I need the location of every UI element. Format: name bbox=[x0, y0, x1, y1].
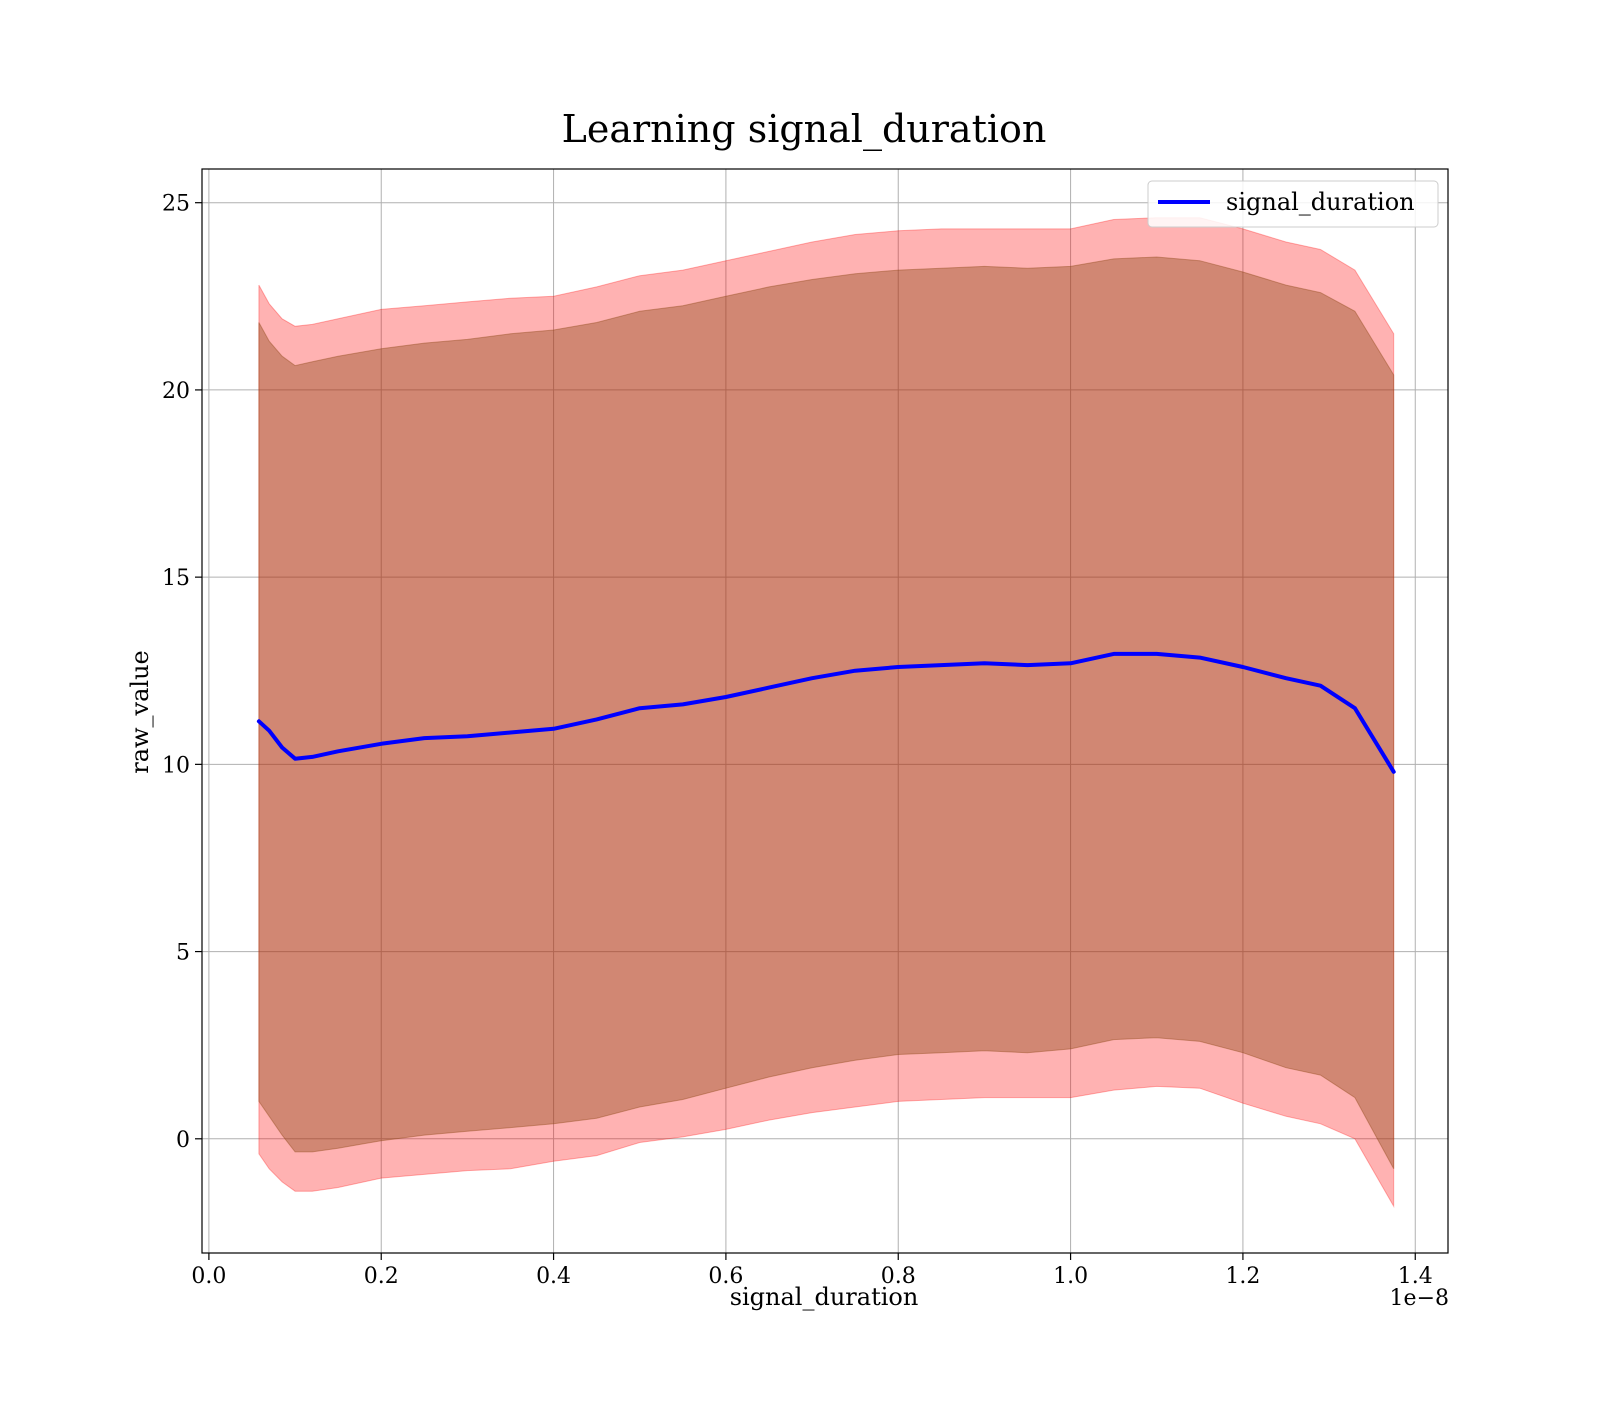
legend-box bbox=[1147, 180, 1439, 228]
legend: signal_duration bbox=[1147, 180, 1439, 228]
x-tick-label: 1.2 bbox=[1225, 1264, 1260, 1289]
x-tick-label: 1.4 bbox=[1398, 1264, 1433, 1289]
plot-frame bbox=[201, 168, 1449, 1254]
y-tick-label: 20 bbox=[162, 379, 190, 404]
x-axis-offset-label: 1e−8 bbox=[1390, 1286, 1449, 1311]
x-tick-label: 0.6 bbox=[708, 1264, 743, 1289]
legend-entry-signal-duration: signal_duration bbox=[1226, 188, 1415, 216]
y-tick-label: 10 bbox=[162, 753, 190, 778]
y-axis-label: raw_value bbox=[126, 650, 154, 774]
x-tick-label: 0.2 bbox=[364, 1264, 399, 1289]
y-tick-label: 25 bbox=[162, 192, 190, 217]
confidence-bands bbox=[258, 217, 1395, 1209]
y-tick-label: 15 bbox=[162, 566, 190, 591]
band-outer bbox=[258, 217, 1395, 1209]
x-tick-label: 0.8 bbox=[881, 1264, 916, 1289]
y-axis-ticks: 0 5 10 15 20 25 bbox=[162, 192, 202, 1153]
y-tick-label: 5 bbox=[176, 941, 190, 966]
band-inner bbox=[258, 256, 1395, 1170]
series-lines bbox=[256, 651, 1396, 774]
x-axis-ticks: 0.0 0.2 0.4 0.6 0.8 1.0 1.2 1.4 bbox=[191, 1253, 1433, 1289]
x-tick-label: 1.0 bbox=[1053, 1264, 1088, 1289]
x-tick-label: 0.0 bbox=[191, 1264, 226, 1289]
series-line-signal-duration bbox=[256, 651, 1396, 774]
x-axis-label: signal_duration bbox=[730, 1283, 919, 1311]
chart-title: Learning signal_duration bbox=[562, 107, 1047, 152]
y-tick-label: 0 bbox=[176, 1128, 190, 1153]
x-tick-label: 0.4 bbox=[536, 1264, 571, 1289]
